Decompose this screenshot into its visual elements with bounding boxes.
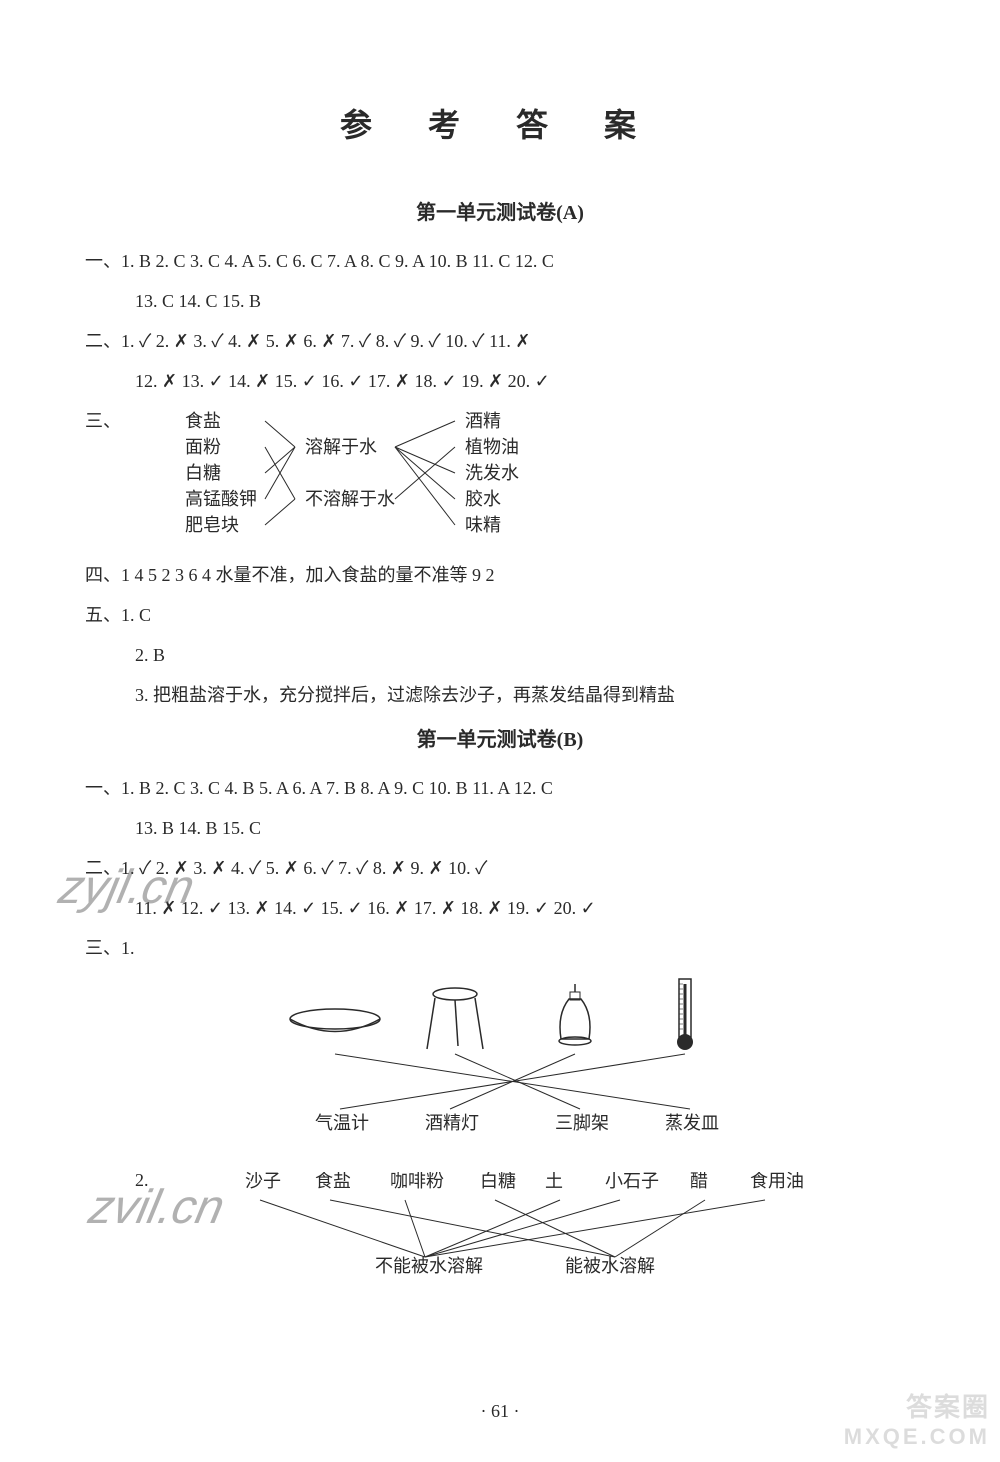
sec5-label: 五、: [85, 605, 121, 625]
svg-text:不溶解于水: 不溶解于水: [305, 489, 395, 509]
unit-b-diagram1: 气温计 酒精灯 三脚架 蒸发皿: [205, 974, 915, 1154]
unit-a-matching-diagram: 食盐面粉白糖高锰酸钾肥皂块 酒精植物油洗发水胶水味精 溶解于水不溶解于水: [175, 409, 915, 549]
svg-text:白糖: 白糖: [480, 1172, 516, 1191]
svg-text:食用油: 食用油: [750, 1172, 804, 1191]
unit-a-sec5-q2: 2. B: [85, 637, 915, 673]
svg-text:肥皂块: 肥皂块: [185, 515, 239, 535]
unit-b-title: 第一单元测试卷(B): [85, 723, 915, 752]
svg-text:面粉: 面粉: [185, 437, 221, 457]
sec3-label: 三、: [85, 411, 121, 431]
unit-a-title: 第一单元测试卷(A): [85, 196, 915, 225]
svg-text:洗发水: 洗发水: [465, 463, 519, 483]
unit-b-sec1-cont: 13. B 14. B 15. C: [85, 810, 915, 846]
watermark-bottom-right: 答案圈 MXQE.COM: [844, 1387, 990, 1450]
sec1-label: 一、: [85, 251, 121, 271]
svg-text:三脚架: 三脚架: [555, 1113, 609, 1133]
svg-text:酒精: 酒精: [465, 411, 501, 431]
watermark-br-l1: 答案圈: [844, 1387, 990, 1424]
sec1-line1: 1. B 2. C 3. C 4. A 5. C 6. C 7. A 8. C …: [121, 251, 554, 271]
svg-text:白糖: 白糖: [185, 463, 221, 483]
svg-text:高锰酸钾: 高锰酸钾: [185, 489, 257, 509]
unit-a-sec1-cont: 13. C 14. C 15. B: [85, 283, 915, 319]
svg-text:小石子: 小石子: [605, 1172, 659, 1191]
sec3-label: 三、: [85, 938, 121, 958]
sec1-label: 一、: [85, 778, 121, 798]
sec2-line1: 1. ✓ 2. ✗ 3. ✓ 4. ✗ 5. ✗ 6. ✗ 7. ✓ 8. ✓ …: [121, 331, 531, 351]
sec3-q1-label: 1.: [121, 938, 135, 958]
svg-text:醋: 醋: [690, 1172, 708, 1191]
svg-text:气温计: 气温计: [315, 1113, 369, 1133]
unit-b-sec2-cont: 11. ✗ 12. ✓ 13. ✗ 14. ✓ 15. ✓ 16. ✗ 17. …: [85, 890, 915, 926]
unit-b-sec1: 一、1. B 2. C 3. C 4. B 5. A 6. A 7. B 8. …: [85, 770, 915, 806]
svg-text:酒精灯: 酒精灯: [425, 1113, 479, 1133]
unit-a-sec2-cont: 12. ✗ 13. ✓ 14. ✗ 15. ✓ 16. ✓ 17. ✗ 18. …: [85, 363, 915, 399]
unit-a-sec2: 二、1. ✓ 2. ✗ 3. ✓ 4. ✗ 5. ✗ 6. ✗ 7. ✓ 8. …: [85, 323, 915, 359]
svg-text:蒸发皿: 蒸发皿: [665, 1113, 719, 1133]
svg-text:味精: 味精: [465, 515, 501, 535]
unit-b-diagram2: 沙子 食盐 咖啡粉 白糖 土 小石子 醋 食用油不能被水溶解 能被水溶解: [205, 1172, 915, 1292]
svg-text:不能被水溶解: 不能被水溶解: [375, 1256, 483, 1276]
unit-a-sec5-q3: 3. 把粗盐溶于水，充分搅拌后，过滤除去沙子，再蒸发结晶得到精盐: [85, 677, 915, 713]
page-title: 参 考 答 案: [85, 100, 915, 146]
unit-a-sec5: 五、1. C: [85, 597, 915, 633]
svg-text:土: 土: [545, 1172, 563, 1191]
unit-a-sec1: 一、1. B 2. C 3. C 4. A 5. C 6. C 7. A 8. …: [85, 243, 915, 279]
sec1-line1: 1. B 2. C 3. C 4. B 5. A 6. A 7. B 8. A …: [121, 778, 553, 798]
svg-text:沙子: 沙子: [245, 1172, 281, 1191]
sec2-label: 二、: [85, 331, 121, 351]
unit-a-sec4: 四、1 4 5 2 3 6 4 水量不准，加入食盐的量不准等 9 2: [85, 557, 915, 593]
svg-text:胶水: 胶水: [465, 489, 501, 509]
sec5-q1: 1. C: [121, 605, 151, 625]
sec4-label: 四、: [85, 565, 121, 585]
watermark-1: zyjl.cn: [54, 860, 199, 915]
sec4-line: 1 4 5 2 3 6 4 水量不准，加入食盐的量不准等 9 2: [121, 565, 495, 585]
watermark-2: zvil.cn: [84, 1180, 229, 1235]
svg-text:食盐: 食盐: [315, 1172, 351, 1191]
watermark-br-l2: MXQE.COM: [844, 1424, 990, 1450]
svg-text:食盐: 食盐: [185, 411, 221, 431]
svg-text:植物油: 植物油: [465, 437, 519, 457]
svg-text:咖啡粉: 咖啡粉: [390, 1172, 444, 1191]
svg-text:溶解于水: 溶解于水: [305, 437, 377, 457]
svg-text:能被水溶解: 能被水溶解: [565, 1256, 655, 1276]
unit-b-sec2: 二、1. ✓ 2. ✗ 3. ✗ 4. ✓ 5. ✗ 6. ✓ 7. ✓ 8. …: [85, 850, 915, 886]
unit-b-sec3: 三、1.: [85, 930, 915, 966]
